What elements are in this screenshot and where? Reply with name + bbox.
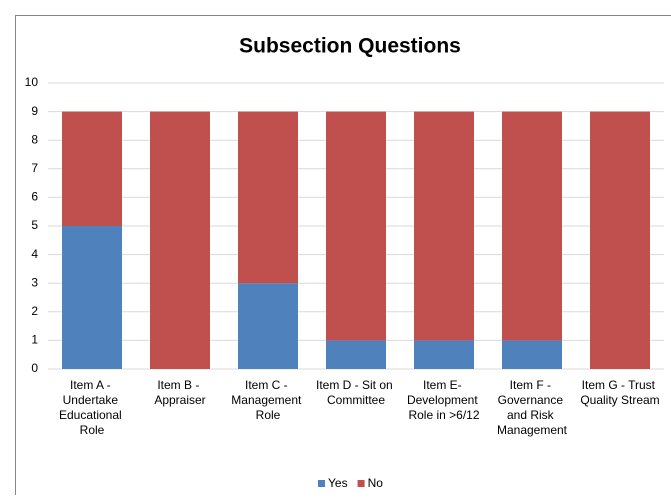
legend-swatch (318, 480, 325, 487)
bar-segment (150, 112, 210, 369)
legend-label: No (368, 476, 384, 490)
y-tick-label: 7 (31, 161, 38, 175)
y-tick-label: 9 (31, 104, 38, 118)
y-tick-label: 8 (31, 132, 38, 146)
y-tick-label: 1 (31, 333, 38, 347)
bar-segment (414, 112, 474, 341)
x-tick-label: Item B - Appraiser (154, 378, 205, 407)
y-tick-label: 4 (31, 247, 38, 261)
x-tick-label: Item D - Sit on Committee (316, 378, 396, 407)
legend-swatch (358, 480, 365, 487)
bar-segment (590, 112, 650, 369)
bar-segment (502, 112, 562, 341)
bar-segment (326, 112, 386, 341)
bar-segment (502, 340, 562, 369)
y-tick-label: 5 (31, 218, 38, 232)
y-tick-label: 3 (31, 275, 38, 289)
bar-segment (62, 226, 122, 369)
chart-title: Subsection Questions (239, 35, 461, 58)
legend-label: Yes (328, 476, 348, 490)
y-tick-label: 0 (31, 361, 38, 375)
bar-segment (238, 112, 298, 284)
bar-segment (326, 340, 386, 369)
bar-segment (62, 112, 122, 226)
x-tick-label: Item G - Trust Quality Stream (580, 378, 659, 407)
y-tick-label: 2 (31, 304, 38, 318)
y-tick-label: 6 (31, 190, 38, 204)
y-tick-label: 10 (25, 75, 39, 89)
bar-segment (238, 283, 298, 369)
bar-segment (414, 340, 474, 369)
